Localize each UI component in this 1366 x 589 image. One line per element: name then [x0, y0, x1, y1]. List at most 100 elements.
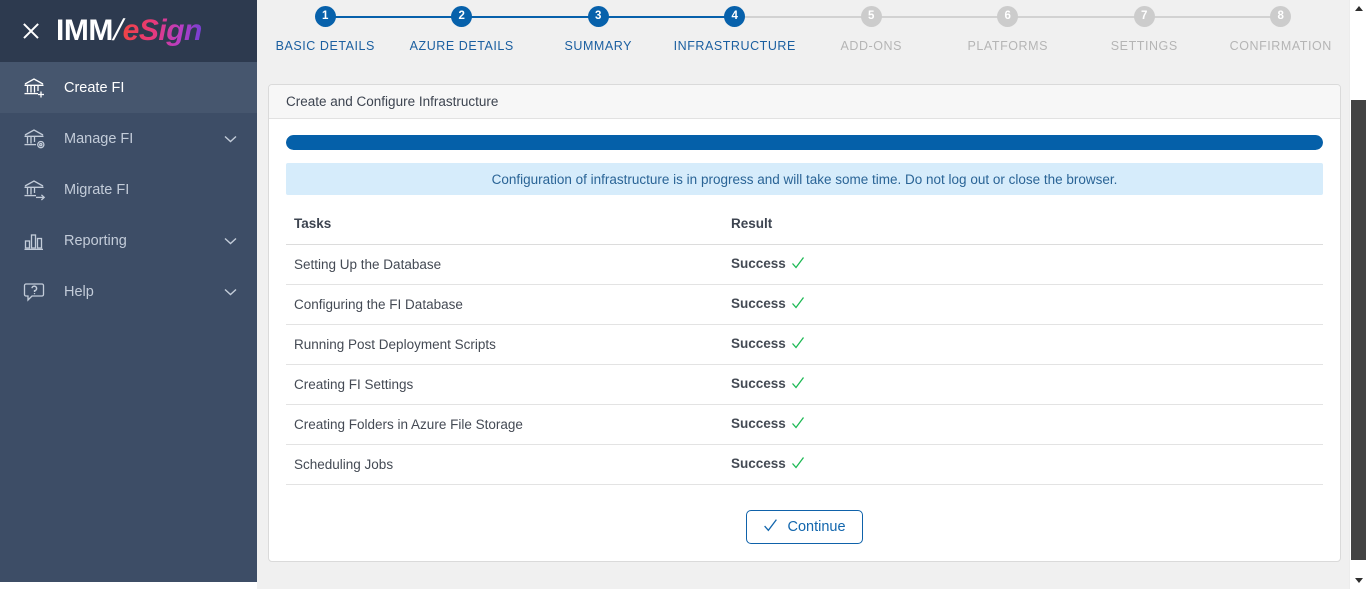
step-platforms[interactable]: 6 PLATFORMS — [871, 6, 1077, 53]
sidebar-item-label: Help — [64, 283, 94, 300]
scrollbar-thumb[interactable] — [1351, 100, 1366, 560]
brand-logo: IMM / eSign — [56, 14, 203, 47]
card-body: Configuration of infrastructure is in pr… — [269, 119, 1340, 544]
step-label: AZURE DETAILS — [409, 39, 514, 53]
sidebar-item-label: Manage FI — [64, 130, 134, 147]
step-number: 2 — [451, 6, 473, 27]
step-label: SUMMARY — [564, 39, 633, 53]
bar-chart-icon — [18, 230, 52, 252]
task-result-text: Success — [731, 256, 786, 271]
step-infrastructure[interactable]: 4 INFRASTRUCTURE — [598, 6, 804, 53]
step-summary[interactable]: 3 SUMMARY — [461, 6, 667, 53]
step-label: ADD-ONS — [840, 39, 902, 53]
tasks-table: Tasks Result Setting Up the Database Suc… — [286, 212, 1323, 485]
card-title: Create and Configure Infrastructure — [269, 85, 1340, 119]
bank-arrow-icon — [18, 179, 52, 201]
table-row: Creating Folders in Azure File Storage S… — [286, 404, 1323, 445]
continue-button[interactable]: Continue — [746, 510, 863, 544]
table-row: Configuring the FI Database Success — [286, 284, 1323, 325]
check-icon — [763, 518, 778, 537]
step-number: 6 — [997, 6, 1019, 27]
table-row: Setting Up the Database Success — [286, 244, 1323, 285]
table-row: Scheduling Jobs Success — [286, 444, 1323, 485]
check-icon — [791, 296, 805, 313]
task-name: Creating Folders in Azure File Storage — [286, 404, 723, 445]
step-number: 7 — [1133, 6, 1155, 27]
sidebar-item-reporting[interactable]: Reporting — [0, 215, 257, 266]
step-basic-details[interactable]: 1 BASIC DETAILS — [257, 6, 394, 53]
scroll-down-arrow-icon[interactable] — [1350, 572, 1366, 589]
task-result-text: Success — [731, 416, 786, 431]
button-row: Continue — [286, 510, 1323, 544]
check-icon — [791, 416, 805, 433]
task-result-text: Success — [731, 336, 786, 351]
chevron-down-icon[interactable] — [217, 237, 243, 245]
step-number: 8 — [1270, 6, 1292, 27]
main-content: 1 BASIC DETAILS 2 AZURE DETAILS 3 SUMMAR… — [257, 0, 1366, 589]
sidebar-item-help[interactable]: Help — [0, 266, 257, 317]
task-name: Configuring the FI Database — [286, 284, 723, 325]
step-number: 1 — [314, 6, 336, 27]
step-confirmation[interactable]: 8 CONFIRMATION — [1144, 6, 1350, 53]
step-connector — [871, 16, 1008, 18]
page-scrollbar[interactable] — [1349, 0, 1366, 589]
task-result-text: Success — [731, 296, 786, 311]
task-name: Scheduling Jobs — [286, 444, 723, 485]
task-result-text: Success — [731, 376, 786, 391]
sidebar-item-manage-fi[interactable]: Manage FI — [0, 113, 257, 164]
brand-imm-text: IMM — [56, 14, 113, 47]
step-label: SETTINGS — [1110, 39, 1178, 53]
sidebar-logo-bar: IMM / eSign — [0, 0, 257, 62]
close-icon[interactable] — [18, 18, 44, 44]
task-name: Setting Up the Database — [286, 244, 723, 285]
step-add-ons[interactable]: 5 ADD-ONS — [734, 6, 940, 53]
step-connector — [598, 16, 735, 18]
task-result: Success — [723, 244, 1323, 285]
step-azure-details[interactable]: 2 AZURE DETAILS — [325, 6, 531, 53]
sidebar-item-label: Create FI — [64, 79, 125, 96]
chevron-down-icon[interactable] — [217, 135, 243, 143]
progress-bar — [286, 135, 1323, 150]
check-icon — [791, 336, 805, 353]
step-number: 5 — [860, 6, 882, 27]
step-label: BASIC DETAILS — [275, 39, 375, 53]
sidebar: IMM / eSign Create FI — [0, 0, 257, 582]
task-name: Running Post Deployment Scripts — [286, 324, 723, 365]
sidebar-item-create-fi[interactable]: Create FI — [0, 62, 257, 113]
check-icon — [791, 456, 805, 473]
step-label: INFRASTRUCTURE — [673, 39, 796, 53]
table-row: Running Post Deployment Scripts Success — [286, 324, 1323, 365]
sidebar-item-migrate-fi[interactable]: Migrate FI — [0, 164, 257, 215]
sidebar-item-label: Migrate FI — [64, 181, 130, 198]
bank-plus-icon — [18, 77, 52, 99]
task-name: Creating FI Settings — [286, 364, 723, 405]
step-connector — [325, 16, 462, 18]
table-row: Creating FI Settings Success — [286, 364, 1323, 405]
step-connector — [1144, 16, 1281, 18]
task-result: Success — [723, 364, 1323, 405]
scroll-up-arrow-icon[interactable] — [1350, 0, 1366, 17]
task-result: Success — [723, 404, 1323, 445]
step-connector — [1007, 16, 1145, 18]
step-connector — [461, 16, 599, 18]
step-label: CONFIRMATION — [1229, 39, 1332, 53]
question-bubble-icon — [18, 281, 52, 303]
step-settings[interactable]: 7 SETTINGS — [1007, 6, 1213, 53]
step-connector — [734, 16, 872, 18]
task-result: Success — [723, 444, 1323, 485]
task-result: Success — [723, 284, 1323, 325]
column-header-result: Result — [723, 212, 1323, 245]
bank-gear-icon — [18, 128, 52, 150]
wizard-stepper: 1 BASIC DETAILS 2 AZURE DETAILS 3 SUMMAR… — [257, 0, 1349, 70]
chevron-down-icon[interactable] — [217, 288, 243, 296]
step-number: 3 — [587, 6, 609, 27]
brand-esign-text: eSign — [122, 14, 203, 47]
infrastructure-card: Create and Configure Infrastructure Conf… — [268, 84, 1341, 562]
table-header-row: Tasks Result — [286, 212, 1323, 245]
task-result-text: Success — [731, 456, 786, 471]
info-banner: Configuration of infrastructure is in pr… — [286, 163, 1323, 195]
progress-bar-fill — [286, 135, 1323, 150]
sidebar-item-label: Reporting — [64, 232, 127, 249]
check-icon — [791, 376, 805, 393]
